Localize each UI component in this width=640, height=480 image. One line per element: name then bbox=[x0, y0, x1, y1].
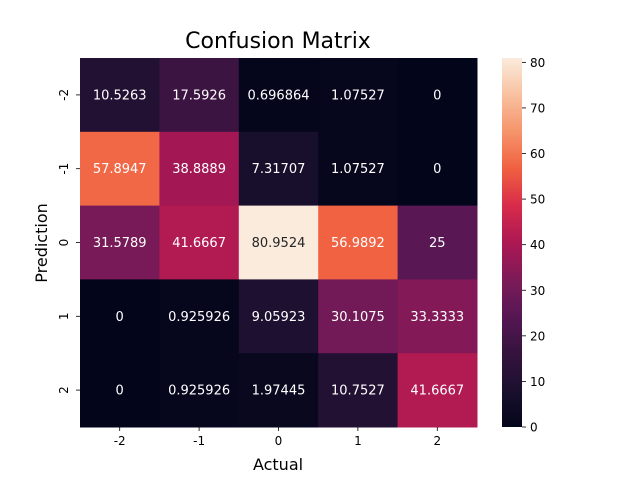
cell-value-r1-c0: 57.8947 bbox=[93, 162, 147, 177]
cell-value-r1-c4: 0 bbox=[433, 162, 441, 177]
x-tick-label-1: -1 bbox=[193, 434, 205, 448]
cell-value-r3-c2: 9.05923 bbox=[252, 310, 306, 325]
cell-value-r1-c3: 1.07527 bbox=[331, 162, 385, 177]
cell-value-r0-c3: 1.07527 bbox=[331, 88, 385, 103]
chart-title: Confusion Matrix bbox=[185, 29, 371, 54]
heatmap-cell-r3-c2 bbox=[238, 279, 319, 354]
heatmap-cell-r2-c3 bbox=[318, 205, 399, 280]
y-tick-label-2: 0 bbox=[57, 239, 71, 247]
heatmap-cell-r4-c4 bbox=[397, 353, 478, 428]
x-tick-label-3: 1 bbox=[354, 434, 362, 448]
heatmap-cell-r0-c1 bbox=[159, 58, 240, 133]
heatmap-cell-r4-c0 bbox=[80, 353, 160, 428]
cell-value-r2-c1: 41.6667 bbox=[172, 236, 226, 251]
heatmap-cell-r4-c2 bbox=[238, 353, 319, 428]
cell-value-r3-c3: 30.1075 bbox=[331, 310, 385, 325]
colorbar-tick-label-3: 30 bbox=[530, 284, 545, 298]
y-tick-label-1: -1 bbox=[57, 163, 71, 175]
heatmap-cell-r3-c1 bbox=[159, 279, 240, 354]
cell-value-r3-c4: 33.3333 bbox=[410, 310, 464, 325]
heatmap-cell-r2-c0 bbox=[80, 205, 160, 280]
cell-value-r4-c0: 0 bbox=[116, 384, 124, 399]
heatmap-cell-r1-c2 bbox=[238, 131, 319, 207]
x-tick-label-4: 2 bbox=[433, 434, 441, 448]
heatmap-cell-r1-c3 bbox=[318, 131, 399, 207]
cell-value-r3-c0: 0 bbox=[116, 310, 124, 325]
heatmap-cell-r1-c1 bbox=[159, 131, 240, 207]
colorbar-tick-label-7: 70 bbox=[530, 101, 545, 115]
heatmap-cell-r3-c3 bbox=[318, 279, 399, 354]
y-tick-label-4: 2 bbox=[57, 386, 71, 394]
cell-value-r1-c1: 38.8889 bbox=[172, 162, 226, 177]
colorbar-tick-label-2: 20 bbox=[530, 329, 545, 343]
x-tick-label-0: -2 bbox=[114, 434, 126, 448]
cell-value-r0-c0: 10.5263 bbox=[93, 88, 147, 103]
cell-value-r0-c4: 0 bbox=[433, 88, 441, 103]
heatmap-cell-r1-c4 bbox=[397, 131, 478, 207]
cell-value-r0-c1: 17.5926 bbox=[172, 88, 226, 103]
x-axis-ticks: -2 -1 0 1 2 bbox=[114, 427, 441, 448]
colorbar-tick-label-6: 60 bbox=[530, 147, 545, 161]
heatmap-cell-r2-c4 bbox=[397, 205, 478, 280]
heatmap-cells: 10.5263 17.5926 0.696864 1.07527 0 57.8947 38.… bbox=[80, 58, 478, 428]
cell-value-r0-c2: 0.696864 bbox=[247, 88, 309, 103]
heatmap-cell-r4-c1 bbox=[159, 353, 240, 428]
cell-value-r4-c3: 10.7527 bbox=[331, 384, 385, 399]
y-axis-ticks: -2 -1 0 1 2 bbox=[57, 89, 80, 394]
x-axis-label: Actual bbox=[253, 455, 303, 474]
colorbar-tick-label-0: 0 bbox=[530, 421, 538, 435]
colorbar-ticks: 0 10 20 30 40 50 60 70 80 bbox=[522, 56, 545, 435]
y-axis-label: Prediction bbox=[32, 203, 51, 282]
cell-value-r4-c2: 1.97445 bbox=[252, 384, 306, 399]
heatmap-cell-r0-c0 bbox=[80, 58, 160, 133]
y-tick-label-0: -2 bbox=[57, 89, 71, 101]
heatmap-cell-r1-c0 bbox=[80, 131, 160, 207]
y-tick-label-3: 1 bbox=[57, 312, 71, 320]
colorbar-tick-label-1: 10 bbox=[530, 375, 545, 389]
cell-value-r3-c1: 0.925926 bbox=[168, 310, 230, 325]
cell-value-r4-c1: 0.925926 bbox=[168, 384, 230, 399]
colorbar-tick-label-8: 80 bbox=[530, 56, 545, 70]
heatmap-cell-r0-c3 bbox=[318, 58, 399, 133]
colorbar-tick-label-5: 50 bbox=[530, 193, 545, 207]
x-tick-label-2: 0 bbox=[275, 434, 283, 448]
heatmap-cell-r3-c0 bbox=[80, 279, 160, 354]
cell-value-r2-c3: 56.9892 bbox=[331, 236, 385, 251]
cell-value-r2-c0: 31.5789 bbox=[93, 236, 147, 251]
heatmap-cell-r2-c1 bbox=[159, 205, 240, 280]
heatmap-cell-r2-c2 bbox=[238, 205, 319, 280]
cell-value-r2-c2: 80.9524 bbox=[252, 236, 306, 251]
colorbar-tick-label-4: 40 bbox=[530, 238, 545, 252]
cell-value-r4-c4: 41.6667 bbox=[410, 384, 464, 399]
cell-value-r1-c2: 7.31707 bbox=[252, 162, 306, 177]
colorbar bbox=[502, 58, 522, 427]
cell-value-r2-c4: 25 bbox=[429, 236, 446, 251]
heatmap-cell-r0-c4 bbox=[397, 58, 478, 133]
heatmap-cell-r0-c2 bbox=[238, 58, 319, 133]
heatmap-cell-r3-c4 bbox=[397, 279, 478, 354]
heatmap-cell-r4-c3 bbox=[318, 353, 399, 428]
